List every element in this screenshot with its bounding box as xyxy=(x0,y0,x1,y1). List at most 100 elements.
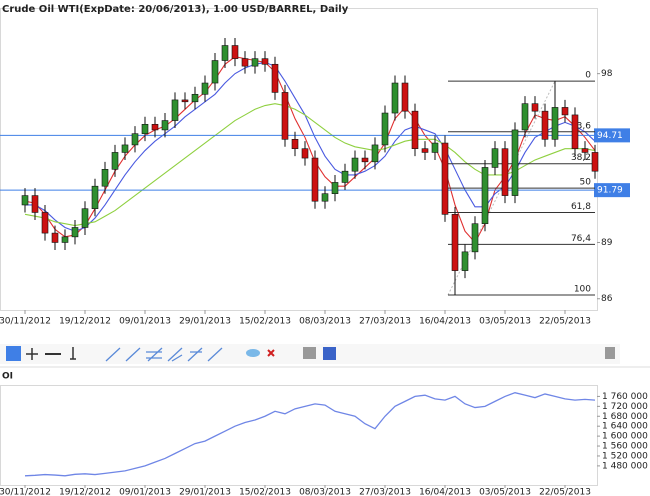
oi-line xyxy=(24,392,596,477)
candle-body xyxy=(311,157,319,202)
x-tick-label: 27/03/2013 xyxy=(359,317,411,327)
oi-y-tick-label: 1 600 000 xyxy=(602,432,648,442)
candle-body xyxy=(541,110,549,140)
candle-body xyxy=(161,120,169,131)
h-level-box xyxy=(594,128,630,143)
x-tick-label: 22/05/2013 xyxy=(539,317,591,327)
x-tick-label: 08/03/2013 xyxy=(299,317,351,327)
y-tick-label: 89 xyxy=(601,238,613,248)
candle-body xyxy=(291,139,299,149)
candle-body xyxy=(591,152,599,172)
candle-body xyxy=(151,123,159,131)
y-tick-label: 86 xyxy=(601,294,613,304)
candle-body xyxy=(121,144,129,153)
candle-body xyxy=(581,148,589,153)
candle-body xyxy=(111,152,119,170)
candle-body xyxy=(461,251,469,271)
oi-x-tick-label: 03/05/2013 xyxy=(479,488,531,496)
candle-body xyxy=(31,195,39,213)
y-tick-label: 98 xyxy=(601,69,613,79)
candle-body xyxy=(21,195,29,206)
fib-label: 50 xyxy=(580,178,592,188)
x-tick-label: 15/02/2013 xyxy=(239,317,291,327)
oi-x-tick-label: 09/01/2013 xyxy=(119,488,171,496)
candle-body xyxy=(131,133,139,146)
candle-body xyxy=(351,157,359,172)
candle-body xyxy=(71,227,79,238)
candle-body xyxy=(241,58,249,67)
candle-body xyxy=(451,214,459,271)
chart-title: Crude Oil WTI(ExpDate: 20/06/2013), 1.00… xyxy=(2,4,349,15)
fib-label: 0 xyxy=(585,71,591,81)
x-tick-label: 16/04/2013 xyxy=(419,317,471,327)
fib-label: 61,8 xyxy=(571,202,591,212)
candle-body xyxy=(251,58,259,67)
candle-body xyxy=(181,99,189,103)
candle-body xyxy=(391,82,399,114)
candle-body xyxy=(321,193,329,202)
candle-body xyxy=(411,110,419,149)
candle-body xyxy=(301,148,309,159)
fib-label: 23,6 xyxy=(571,121,591,131)
candle-body xyxy=(211,60,219,84)
oi-y-tick-label: 1 760 000 xyxy=(602,392,648,402)
candle-body xyxy=(271,63,279,93)
candle-body xyxy=(81,208,89,228)
candle-body xyxy=(191,93,199,103)
candle-body xyxy=(331,182,339,195)
candle-body xyxy=(491,148,499,168)
oi-x-tick-label: 29/01/2013 xyxy=(179,488,231,496)
candle-body xyxy=(261,58,269,65)
oi-x-tick-label: 30/11/2012 xyxy=(0,488,51,496)
candle-body xyxy=(431,142,439,153)
candle-body xyxy=(61,236,69,243)
fib-label: 100 xyxy=(574,284,591,294)
candle-body xyxy=(551,107,559,140)
candle-body xyxy=(201,82,209,95)
candle-body xyxy=(101,169,109,187)
oi-y-tick-label: 1 640 000 xyxy=(602,422,648,432)
candle-body xyxy=(521,103,529,131)
candle-body xyxy=(381,112,389,146)
x-tick-label: 30/11/2012 xyxy=(0,317,51,327)
h-level-box xyxy=(594,183,630,198)
oi-x-tick-label: 19/12/2012 xyxy=(59,488,111,496)
candle-body xyxy=(531,103,539,112)
oi-x-tick-label: 27/03/2013 xyxy=(359,488,411,496)
candle-body xyxy=(481,167,489,225)
candle-body xyxy=(281,92,289,140)
ma-line xyxy=(24,103,596,227)
save-tool[interactable] xyxy=(323,347,336,360)
x-tick-label: 19/12/2012 xyxy=(59,317,111,327)
fib-label: 38,2 xyxy=(571,153,591,163)
vline-tool[interactable] xyxy=(70,347,76,360)
h-level-label: 94.71 xyxy=(597,131,623,141)
oi-x-tick-label: 22/05/2013 xyxy=(539,488,591,496)
ma-line xyxy=(24,56,596,244)
print-tool[interactable] xyxy=(303,347,316,359)
oi-y-tick-label: 1 480 000 xyxy=(602,461,648,471)
candle-body xyxy=(51,232,59,243)
h-level-label: 91.79 xyxy=(597,186,623,196)
text-tool[interactable] xyxy=(246,349,260,357)
candle-body xyxy=(141,123,149,134)
candle-body xyxy=(371,144,379,163)
fib-label: 76,4 xyxy=(571,234,591,244)
x-tick-label: 09/01/2013 xyxy=(119,317,171,327)
candle-body xyxy=(41,212,49,234)
candle-body xyxy=(441,142,449,215)
trash-tool[interactable] xyxy=(605,347,615,359)
crosshair-tool[interactable] xyxy=(26,348,38,360)
delete-tool[interactable] xyxy=(267,349,275,357)
cursor-tool[interactable] xyxy=(6,346,21,361)
candle-body xyxy=(501,148,509,196)
oi-frame xyxy=(0,385,598,486)
oi-y-tick-label: 1 520 000 xyxy=(602,451,648,461)
toolbar xyxy=(0,344,620,364)
candle-body xyxy=(221,45,229,61)
drawing-tools[interactable] xyxy=(105,347,223,362)
candle-body xyxy=(91,185,99,210)
oi-y-tick-label: 1 680 000 xyxy=(602,412,648,422)
candle-body xyxy=(571,114,579,149)
candle-body xyxy=(171,99,179,121)
